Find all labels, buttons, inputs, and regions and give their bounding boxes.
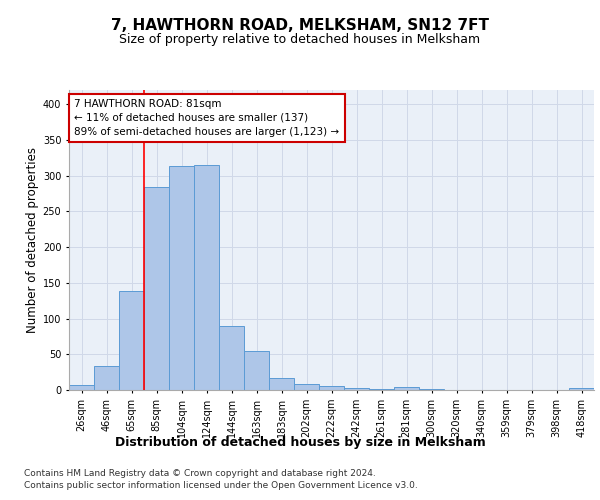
Text: Contains HM Land Registry data © Crown copyright and database right 2024.: Contains HM Land Registry data © Crown c… [24,470,376,478]
Bar [419,388,444,390]
Text: Distribution of detached houses by size in Melksham: Distribution of detached houses by size … [115,436,485,449]
Bar [294,384,319,390]
Text: Size of property relative to detached houses in Melksham: Size of property relative to detached ho… [119,32,481,46]
Bar [269,378,294,390]
Bar [569,388,594,390]
Text: 7 HAWTHORN ROAD: 81sqm
← 11% of detached houses are smaller (137)
89% of semi-de: 7 HAWTHORN ROAD: 81sqm ← 11% of detached… [74,99,340,137]
Bar [119,292,144,390]
Bar [394,387,419,390]
Bar [244,350,269,390]
Bar [69,385,94,390]
Bar [319,386,344,390]
Bar [169,166,194,390]
Bar [369,388,394,390]
Bar [194,165,219,390]
Y-axis label: Number of detached properties: Number of detached properties [26,147,38,333]
Bar [144,187,169,390]
Text: 7, HAWTHORN ROAD, MELKSHAM, SN12 7FT: 7, HAWTHORN ROAD, MELKSHAM, SN12 7FT [111,18,489,32]
Bar [219,326,244,390]
Text: Contains public sector information licensed under the Open Government Licence v3: Contains public sector information licen… [24,480,418,490]
Bar [94,366,119,390]
Bar [344,388,369,390]
